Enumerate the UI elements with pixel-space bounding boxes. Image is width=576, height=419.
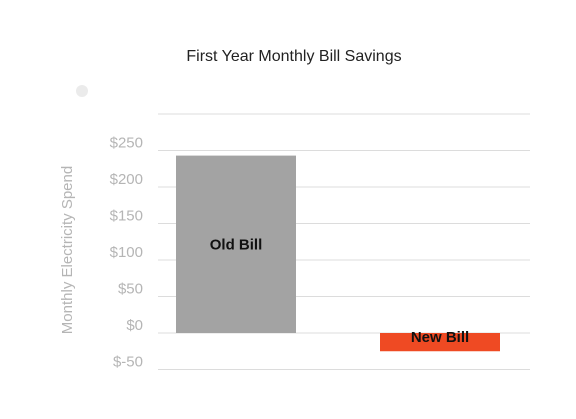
bars <box>176 155 500 352</box>
y-tick-label: $0 <box>126 317 143 334</box>
y-tick-label: $150 <box>110 208 143 225</box>
bar-data-label: Old Bill <box>210 236 263 253</box>
chart-title: First Year Monthly Bill Savings <box>186 48 401 65</box>
y-axis-title: Monthly Electricity Spend <box>59 166 76 334</box>
y-tick-label: $-50 <box>113 354 143 371</box>
y-tick-label: $250 <box>110 135 143 152</box>
bar-data-label: New Bill <box>411 329 469 346</box>
y-tick-label: $200 <box>110 171 143 188</box>
bar-new-bill <box>380 333 500 352</box>
y-axis-ticks: $250 $200 $150 $100 $50 $0 $-50 <box>110 135 143 371</box>
y-tick-label: $50 <box>118 281 143 298</box>
bar-old-bill <box>176 155 296 333</box>
data-labels: Old Bill New Bill <box>210 236 469 346</box>
legend-marker <box>76 85 88 97</box>
y-tick-label: $100 <box>110 244 143 261</box>
